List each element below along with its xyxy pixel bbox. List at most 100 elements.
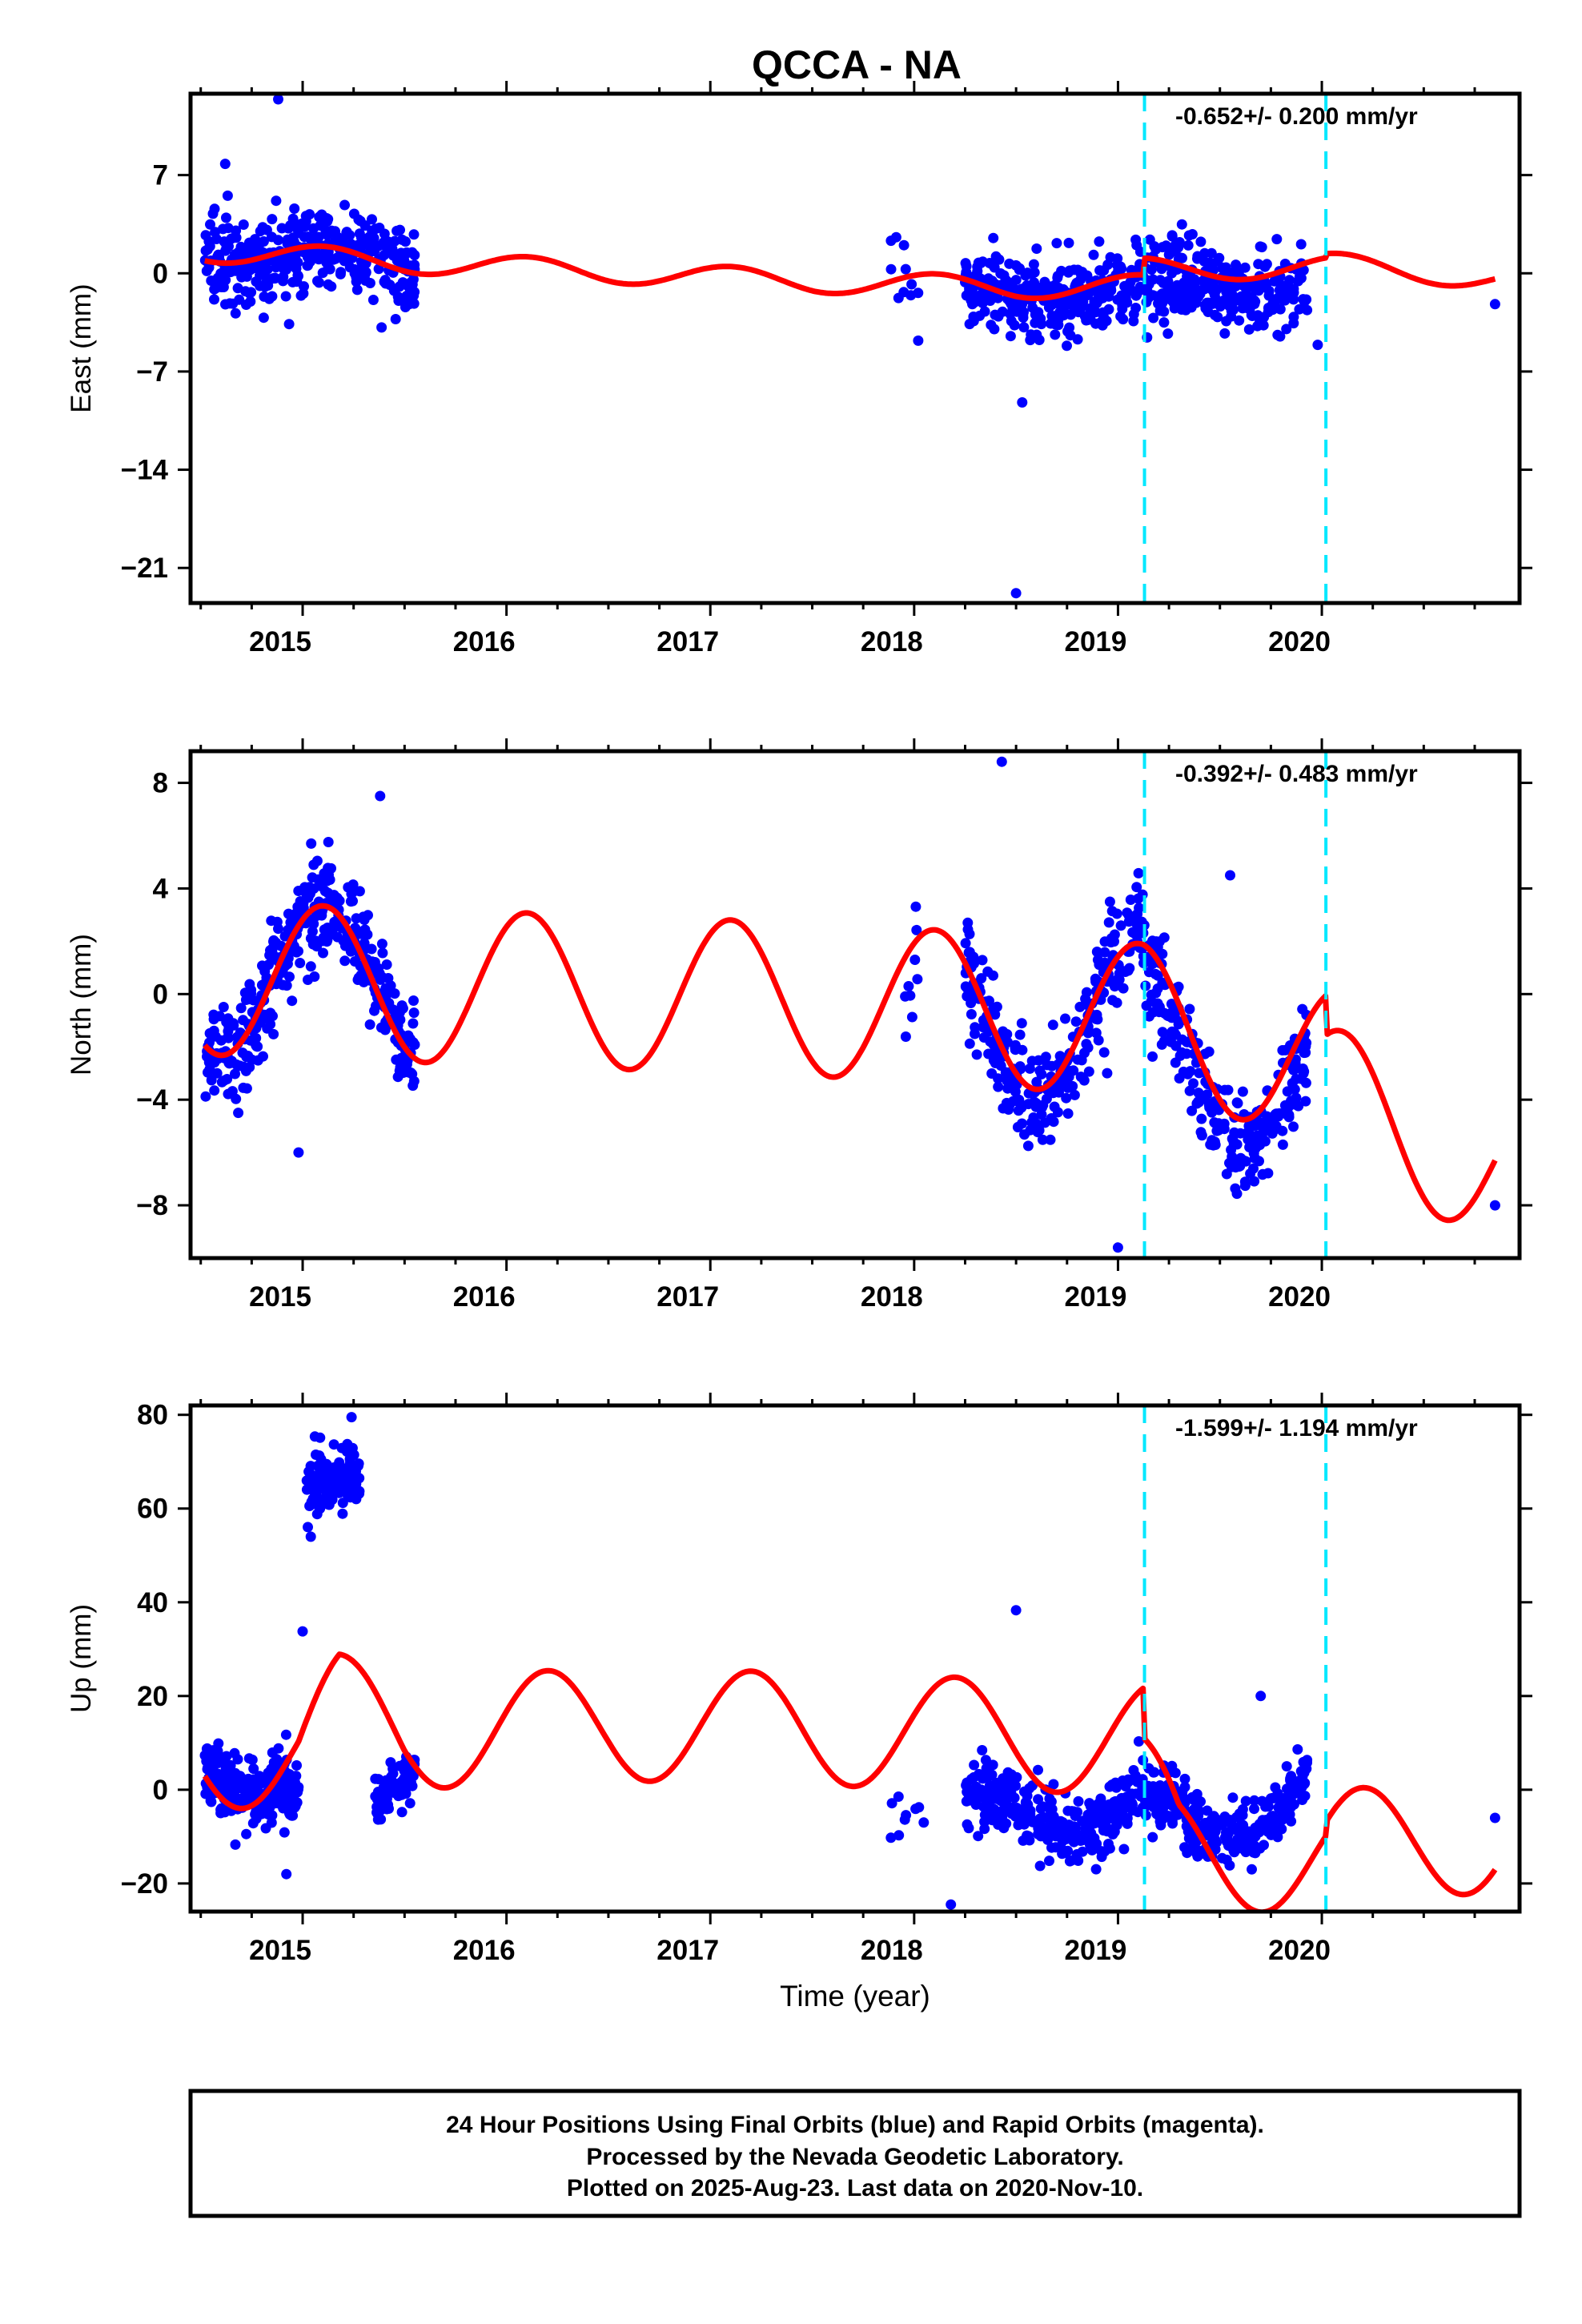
up-data-point-755 bbox=[1122, 1774, 1134, 1785]
up-data-point-164 bbox=[206, 1796, 217, 1807]
east-data-point-362 bbox=[291, 222, 302, 233]
north-data-point-86 bbox=[323, 837, 334, 847]
north-data-point-916 bbox=[1165, 1032, 1176, 1043]
north-data-point-893 bbox=[1293, 1100, 1304, 1112]
up-data-point-974 bbox=[1181, 1821, 1192, 1831]
up-data-point-329 bbox=[337, 1508, 348, 1519]
north-data-point-371 bbox=[391, 1054, 402, 1065]
up-y-tick-label: 80 bbox=[137, 1400, 168, 1431]
up-data-point-183 bbox=[211, 1773, 223, 1784]
north-data-point-357 bbox=[241, 1051, 252, 1063]
up-data-point-229 bbox=[287, 1773, 299, 1784]
east-data-point-798 bbox=[1294, 304, 1305, 315]
north-data-point-936 bbox=[1277, 1045, 1288, 1055]
east-data-point-835 bbox=[1166, 267, 1178, 279]
north-data-point-193 bbox=[283, 908, 294, 919]
east-data-point-324 bbox=[379, 237, 390, 247]
east-data-point-936 bbox=[1051, 238, 1062, 249]
east-data-point-951 bbox=[1010, 588, 1022, 599]
north-data-point-730 bbox=[1193, 1088, 1204, 1099]
up-data-point-748 bbox=[1110, 1777, 1121, 1788]
up-data-point-691 bbox=[979, 1785, 990, 1796]
east-data-point-214 bbox=[283, 319, 295, 330]
north-data-point-861 bbox=[1230, 1162, 1241, 1173]
up-data-point-126 bbox=[264, 1799, 275, 1811]
east-data-point-642 bbox=[1288, 312, 1299, 323]
north-data-point-937 bbox=[1300, 1077, 1311, 1088]
north-data-point-580 bbox=[1054, 1051, 1066, 1062]
east-data-point-853 bbox=[1054, 307, 1066, 318]
up-data-point-394 bbox=[404, 1798, 416, 1809]
up-data-point-568 bbox=[1133, 1736, 1144, 1747]
north-data-point-949 bbox=[996, 756, 1007, 767]
north-data-point-952 bbox=[1489, 1200, 1500, 1211]
up-data-point-366 bbox=[345, 1492, 356, 1503]
north-data-point-644 bbox=[1078, 1075, 1090, 1086]
north-data-point-462 bbox=[966, 998, 977, 1008]
east-data-point-497 bbox=[1206, 247, 1217, 259]
footer-frame bbox=[188, 2089, 1522, 2218]
north-data-point-902 bbox=[1173, 1019, 1184, 1030]
north-data-point-69 bbox=[200, 1091, 211, 1102]
north-x-tick-label-2017: 2017 bbox=[656, 1281, 719, 1313]
east-data-point-312 bbox=[370, 223, 381, 235]
up-data-point-997 bbox=[1192, 1851, 1203, 1862]
east-data-point-706 bbox=[1029, 267, 1040, 278]
east-data-point-230 bbox=[203, 235, 215, 247]
north-data-point-294 bbox=[403, 1067, 414, 1078]
up-data-point-932 bbox=[1227, 1792, 1239, 1803]
north-data-point-781 bbox=[1231, 1097, 1243, 1108]
east-data-point-834 bbox=[1252, 310, 1263, 321]
east-data-point-881 bbox=[1217, 262, 1228, 273]
up-data-point-718 bbox=[962, 1787, 973, 1798]
east-data-point-939 bbox=[1244, 292, 1255, 304]
north-data-point-526 bbox=[1102, 1068, 1113, 1079]
north-data-point-375 bbox=[363, 910, 373, 921]
east-data-point-432 bbox=[1162, 328, 1174, 340]
up-data-point-988 bbox=[1280, 1812, 1291, 1823]
north-data-point-631 bbox=[1068, 1065, 1079, 1076]
north-data-point-827 bbox=[1245, 1129, 1256, 1140]
up-data-point-744 bbox=[1060, 1834, 1071, 1845]
east-data-point-242 bbox=[210, 227, 221, 238]
east-data-point-287 bbox=[367, 295, 379, 305]
north-data-point-366 bbox=[381, 959, 392, 970]
up-data-point-455 bbox=[893, 1830, 905, 1841]
north-data-point-412 bbox=[1115, 920, 1126, 931]
up-data-point-613 bbox=[1022, 1830, 1033, 1841]
up-data-point-1025 bbox=[305, 1531, 316, 1542]
north-data-point-587 bbox=[1037, 1134, 1048, 1145]
up-data-point-928 bbox=[1224, 1860, 1235, 1871]
up-data-point-964 bbox=[1147, 1831, 1158, 1843]
east-data-point-930 bbox=[1202, 297, 1212, 308]
north-data-point-655 bbox=[1132, 929, 1143, 940]
east-data-point-235 bbox=[351, 276, 362, 287]
east-data-point-889 bbox=[1157, 298, 1168, 309]
up-x-tick-label-2015: 2015 bbox=[249, 1935, 311, 1966]
north-data-point-475 bbox=[1099, 947, 1110, 958]
east-data-point-136 bbox=[339, 255, 350, 267]
up-data-point-711 bbox=[1040, 1827, 1051, 1839]
up-data-point-364 bbox=[311, 1487, 322, 1498]
north-x-tick-label-2019: 2019 bbox=[1064, 1281, 1126, 1313]
up-data-point-196 bbox=[248, 1763, 259, 1775]
east-data-point-857 bbox=[1009, 320, 1020, 331]
up-data-point-688 bbox=[1045, 1810, 1056, 1821]
east-data-point-916 bbox=[1295, 272, 1307, 283]
up-x-tick-label-2019: 2019 bbox=[1064, 1935, 1126, 1966]
north-data-point-670 bbox=[1070, 1016, 1082, 1027]
north-final-orbit-points bbox=[200, 756, 1500, 1253]
north-data-point-2 bbox=[233, 1108, 244, 1119]
up-data-point-359 bbox=[307, 1476, 319, 1487]
up-data-point-879 bbox=[1157, 1788, 1168, 1799]
north-data-point-279 bbox=[218, 1002, 229, 1012]
east-data-point-338 bbox=[387, 250, 399, 261]
east-data-point-300 bbox=[211, 282, 222, 293]
east-data-point-311 bbox=[339, 199, 350, 211]
north-data-point-738 bbox=[1277, 1139, 1288, 1150]
up-data-point-1001 bbox=[1179, 1842, 1190, 1853]
up-data-point-993 bbox=[1211, 1837, 1222, 1848]
east-data-point-896 bbox=[1275, 331, 1286, 342]
up-y-tick-label: 40 bbox=[137, 1587, 168, 1618]
north-data-point-543 bbox=[1103, 917, 1114, 928]
